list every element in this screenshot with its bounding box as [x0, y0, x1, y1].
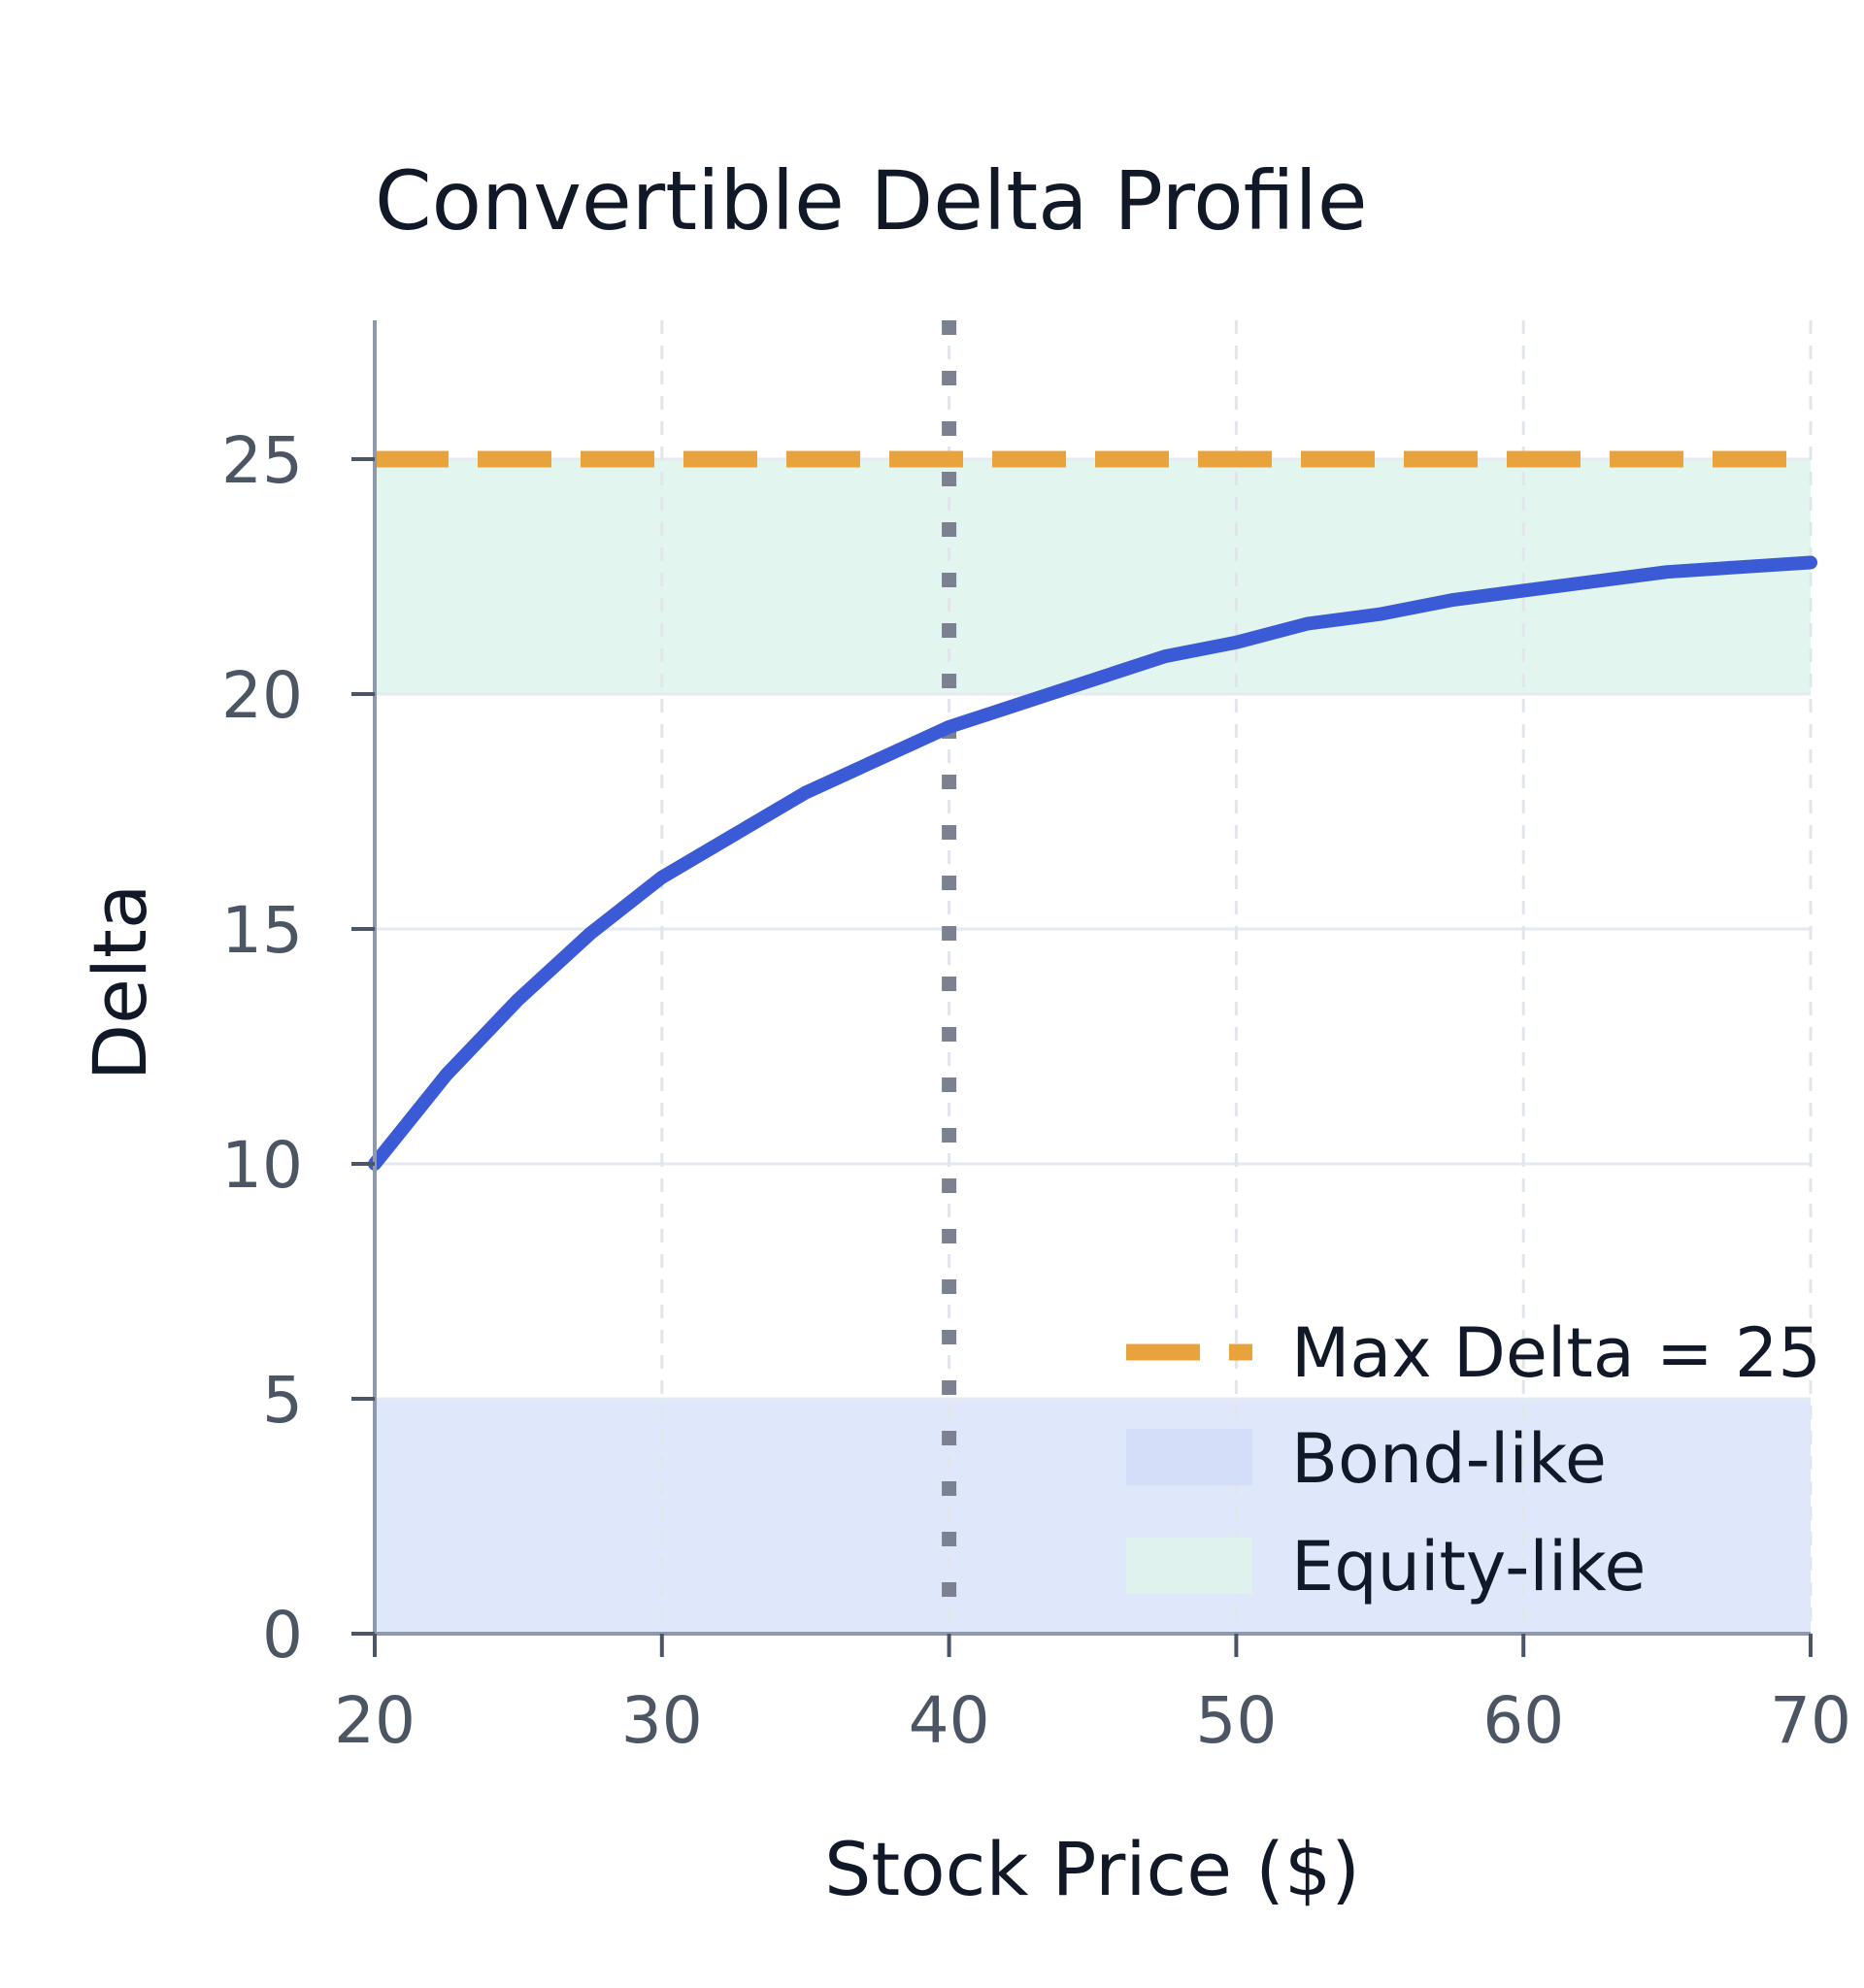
band-equity-like [375, 459, 1811, 694]
y-tick-label-5: 5 [262, 1363, 303, 1438]
legend-label-max-delta: Max Delta = 25 [1291, 1313, 1821, 1393]
band-bond-like [375, 1399, 1811, 1634]
x-tick-label-70: 70 [1770, 1683, 1851, 1758]
y-tick-label-25: 25 [221, 423, 303, 498]
legend-label-equity-like: Equity-like [1291, 1527, 1646, 1607]
delta-curve-line-0 [368, 555, 1817, 1171]
reference-lines-layer [375, 320, 1811, 1634]
ticks-layer: 0 5 10 15 20 25 20 30 40 50 60 70 [221, 423, 1851, 1758]
axes-layer [373, 320, 1811, 1636]
x-tick-label-30: 30 [621, 1683, 703, 1758]
series-layer [368, 555, 1817, 1171]
legend-swatch-bond-like [1126, 1429, 1252, 1485]
grid-layer [375, 320, 1813, 1634]
y-tick-label-10: 10 [221, 1128, 303, 1203]
legend: Max Delta = 25 Bond-like Equity-like [1126, 1313, 1821, 1607]
legend-label-bond-like: Bond-like [1291, 1419, 1607, 1499]
x-tick-label-20: 20 [334, 1683, 416, 1758]
y-tick-label-0: 0 [262, 1598, 303, 1673]
x-tick-label-60: 60 [1482, 1683, 1564, 1758]
chart-title: Convertible Delta Profile [375, 153, 1368, 248]
y-tick-label-15: 15 [221, 893, 303, 968]
bands-layer [375, 457, 1811, 1636]
x-tick-label-40: 40 [909, 1683, 990, 1758]
y-axis-label: Delta [77, 884, 163, 1081]
x-axis-label: Stock Price ($) [824, 1826, 1360, 1912]
y-tick-label-20: 20 [221, 658, 303, 733]
legend-swatch-equity-like [1126, 1538, 1252, 1594]
x-tick-label-50: 50 [1195, 1683, 1277, 1758]
